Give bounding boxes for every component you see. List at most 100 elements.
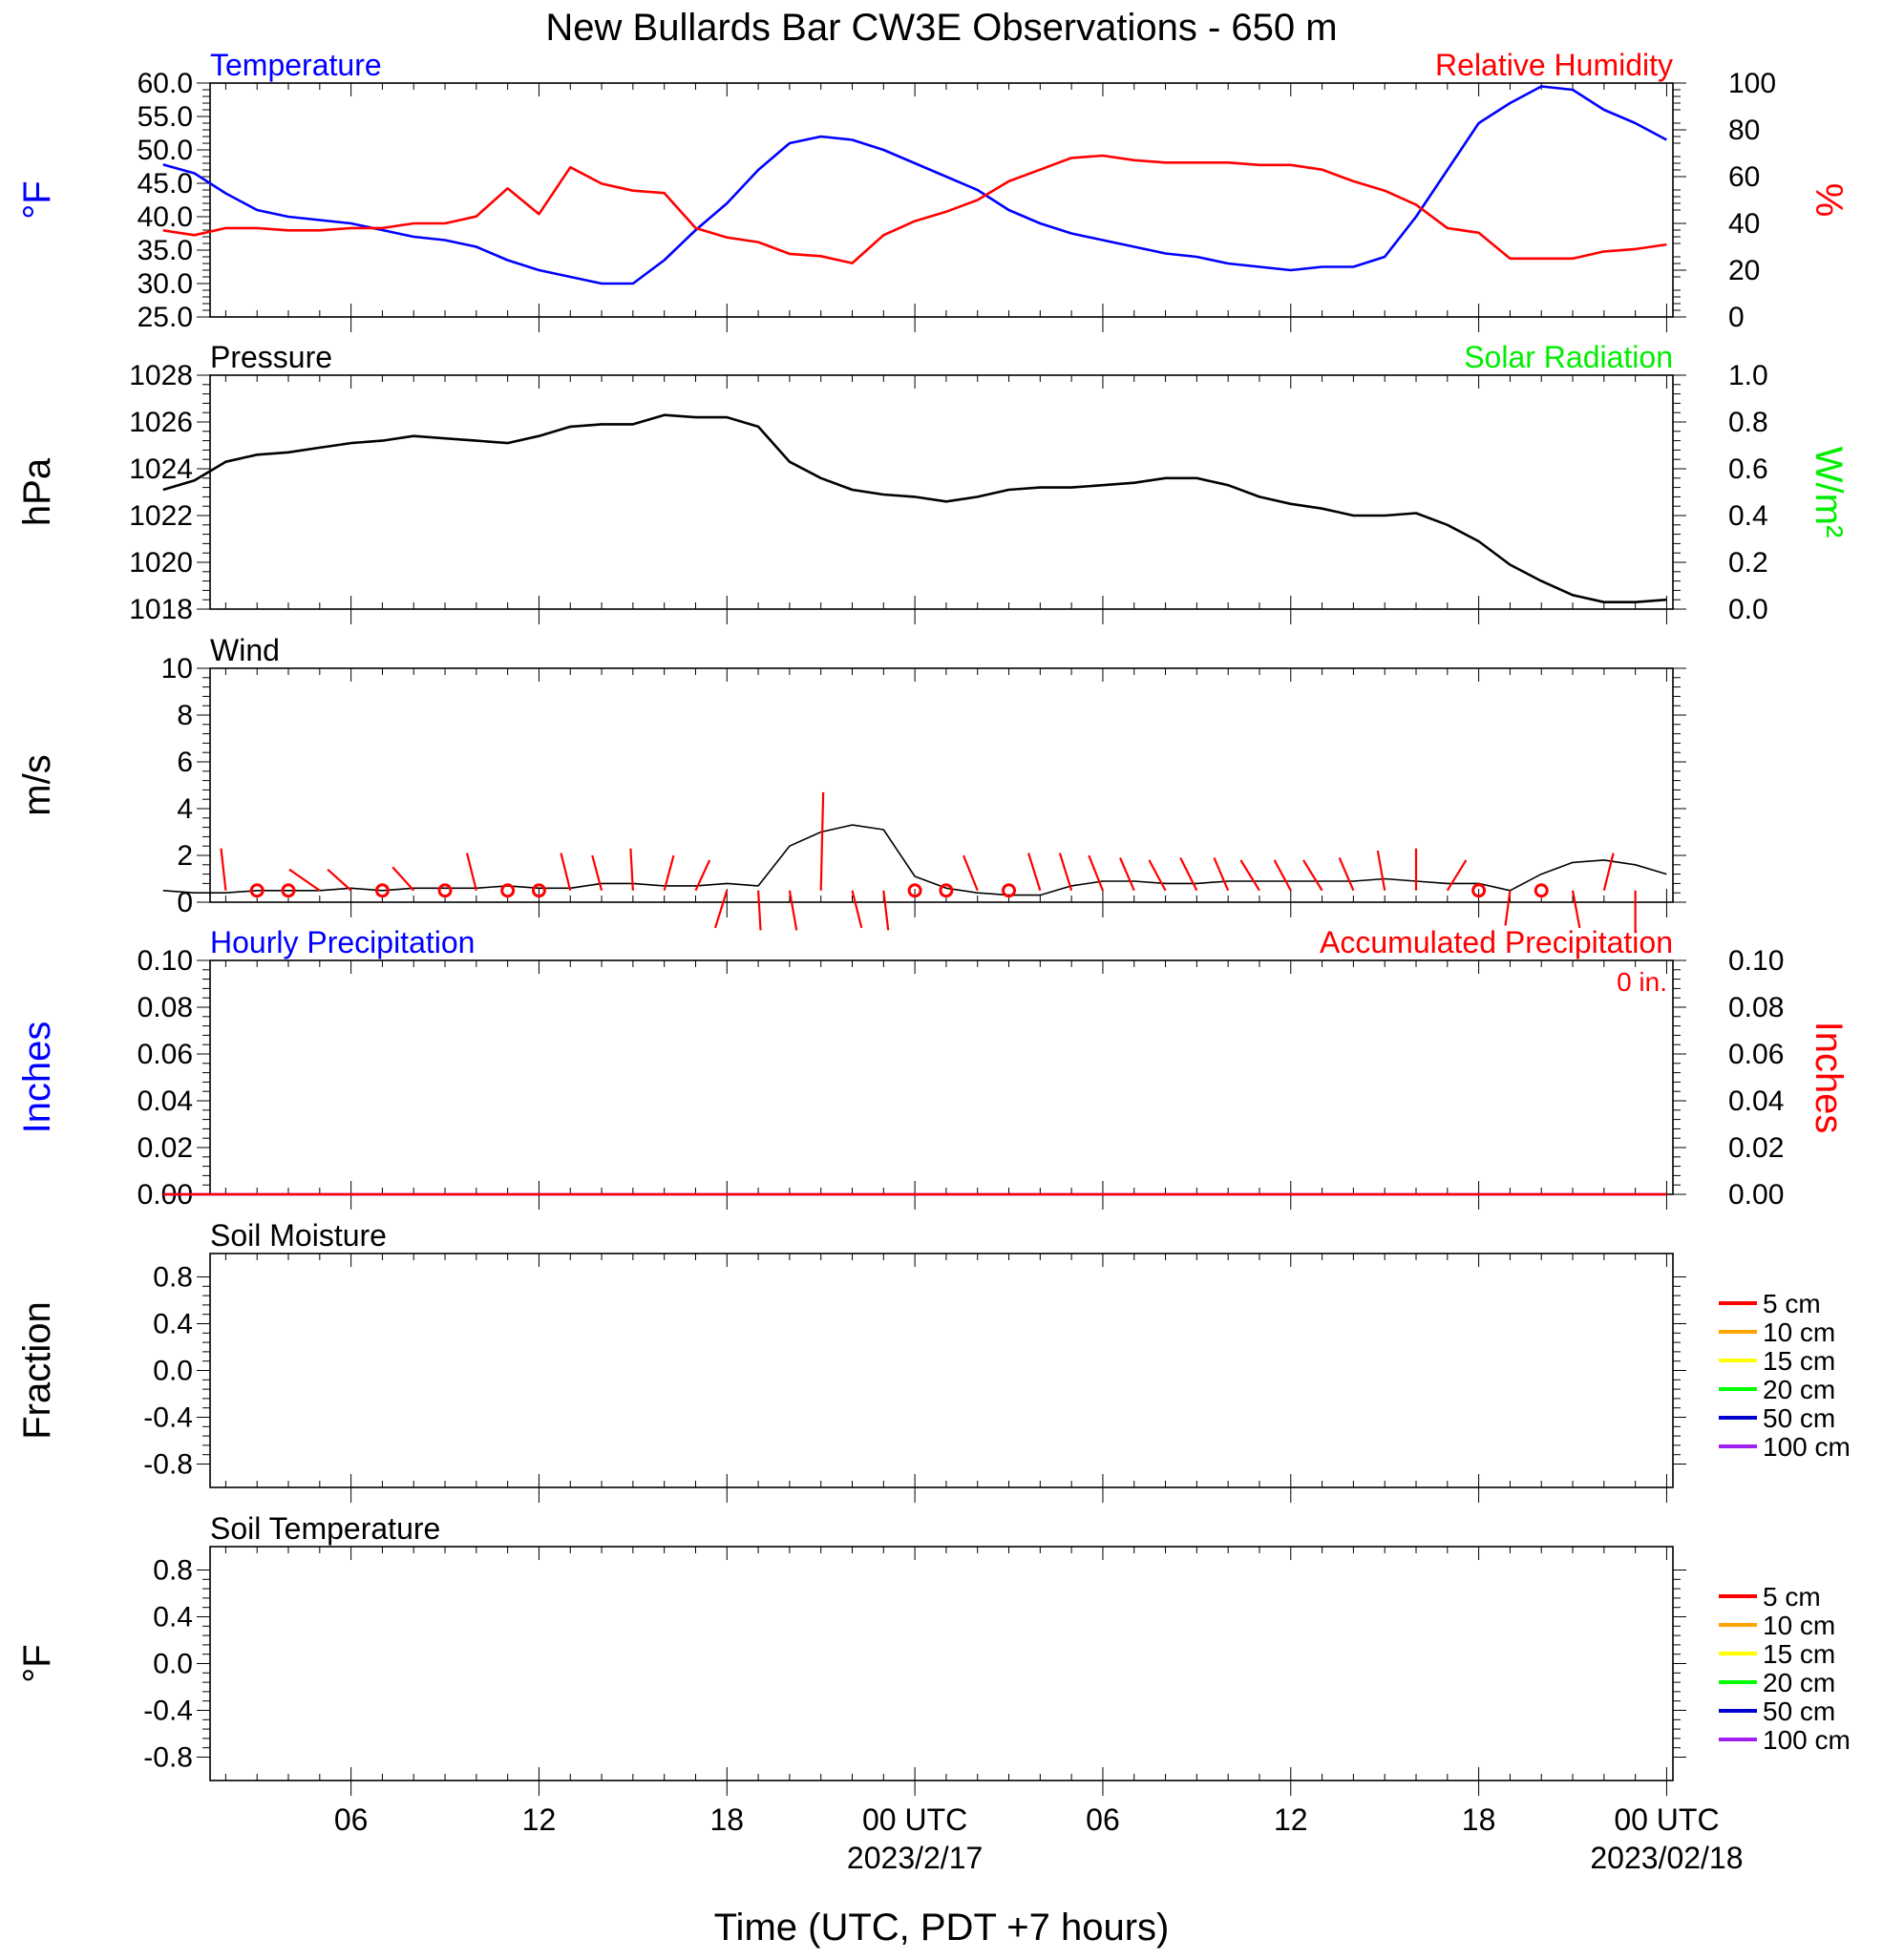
wind-barb: [694, 859, 711, 892]
calm-wind-circle: [531, 883, 546, 898]
panel-title-left: Wind: [210, 633, 280, 667]
calm-wind-circle: [1534, 883, 1549, 898]
y-axis-label: m/s: [16, 754, 58, 815]
panel-title-right: Solar Radiation: [1464, 340, 1673, 374]
y-tick-label: 30.0: [138, 268, 193, 300]
y-tick-label: -0.8: [143, 1742, 193, 1774]
y-right-tick-label: 0.0: [1728, 594, 1768, 625]
y-tick-label: 1020: [129, 547, 193, 579]
y-right-tick-label: 0.8: [1728, 407, 1768, 438]
wind-barb: [1239, 859, 1260, 892]
wind-barb: [819, 791, 825, 891]
y-right-tick-label: 0.06: [1728, 1039, 1784, 1070]
y-tick-label: 0.0: [153, 1356, 193, 1387]
y-tick-label: 0.4: [153, 1602, 193, 1633]
panel-title-left: Temperature: [210, 48, 382, 82]
plot-frame: [209, 1253, 1674, 1488]
series-line: [162, 413, 1667, 604]
x-tick-label: 18: [709, 1802, 744, 1837]
panel-title-left: Hourly Precipitation: [210, 925, 475, 959]
wind-barb: [1602, 853, 1615, 892]
y-tick-label: 0.0: [153, 1649, 193, 1680]
wind-barb: [1119, 857, 1135, 892]
calm-wind-circle: [500, 883, 516, 898]
y-axis-label: °F: [16, 1644, 58, 1682]
wind-barb: [963, 854, 979, 892]
plot-frame: [209, 374, 1674, 610]
plot-frame: [209, 667, 1674, 903]
y-right-tick-label: 1.0: [1728, 360, 1768, 391]
legend-label: 100 cm: [1763, 1725, 1851, 1755]
figure-title: New Bullards Bar CW3E Observations - 650…: [545, 7, 1337, 49]
legend-label: 20 cm: [1763, 1668, 1835, 1697]
y-tick-label: 40.0: [138, 201, 193, 233]
wind-barb: [220, 848, 227, 891]
legend-label: 10 cm: [1763, 1611, 1835, 1640]
y-axis-label: °F: [16, 180, 58, 219]
series-line: [162, 85, 1668, 285]
x-tick-label: 00 UTC: [1614, 1802, 1719, 1837]
y-tick-label: 50.0: [138, 135, 193, 166]
y-right-tick-label: 0.10: [1728, 945, 1784, 977]
legend-label: 15 cm: [1763, 1639, 1835, 1669]
y-right-tick-label: 100: [1728, 68, 1776, 99]
wind-barb: [560, 853, 572, 892]
legend-label: 100 cm: [1763, 1432, 1851, 1462]
x-tick-label: 12: [522, 1802, 557, 1837]
wind-barb: [1302, 859, 1323, 892]
series-line: [162, 154, 1667, 264]
y-tick-label: 1028: [129, 360, 193, 391]
wind-barb: [1504, 890, 1512, 926]
y-tick-label: 8: [177, 700, 193, 731]
x-tick-label: 18: [1462, 1802, 1496, 1837]
y-tick-label: 4: [177, 793, 193, 825]
y-tick-label: 0.8: [153, 1555, 193, 1587]
panel-title-right: Accumulated Precipitation: [1320, 925, 1673, 959]
y-tick-label: 0.8: [153, 1262, 193, 1294]
wind-barb: [1058, 853, 1073, 892]
y-right-tick-label: 80: [1728, 115, 1760, 146]
y-right-tick-label: 20: [1728, 255, 1760, 286]
wind-barb: [465, 853, 477, 892]
panels: 25.030.035.040.045.050.055.060.002040608…: [16, 48, 1851, 1875]
y-tick-label: 1026: [129, 407, 193, 438]
wind-barb: [756, 890, 762, 931]
legend-label: 5 cm: [1763, 1582, 1821, 1612]
panel-title-left: Soil Moisture: [210, 1218, 387, 1253]
wind-barb: [391, 866, 415, 892]
y-axis-label: hPa: [16, 457, 58, 526]
accumulated-total: 0 in.: [1617, 967, 1667, 997]
panel-4: 0.000.020.040.060.080.100.000.020.040.06…: [16, 925, 1850, 1211]
wind-barb: [1338, 857, 1355, 892]
panel-1: 25.030.035.040.045.050.055.060.0 0 20 40 60 8…: [16, 48, 1850, 333]
x-tick-label: 12: [1274, 1802, 1308, 1837]
y-right-tick-label: 0.6: [1728, 453, 1768, 485]
wind-barb: [1148, 859, 1167, 892]
panel-title-left: Pressure: [210, 340, 332, 374]
y-tick-label: 0.10: [138, 945, 193, 977]
y-right-tick-label: 0.2: [1728, 547, 1768, 579]
y-right-tick-label: 0.00: [1728, 1179, 1784, 1211]
y-right-tick-label: 0.08: [1728, 992, 1784, 1023]
wind-barb: [288, 868, 321, 892]
wind-barb: [327, 868, 352, 892]
y-tick-label: 0.04: [138, 1085, 193, 1117]
y-tick-label: 0: [177, 887, 193, 918]
y-axis-label: Inches: [16, 1022, 58, 1134]
legend-label: 5 cm: [1763, 1289, 1821, 1318]
wind-barb: [591, 854, 603, 892]
y-tick-label: 55.0: [138, 101, 193, 133]
wind-barb: [1273, 859, 1292, 892]
y-axis-label-right: Inches: [1808, 1022, 1850, 1134]
y-tick-label: 45.0: [138, 168, 193, 200]
legend-label: 20 cm: [1763, 1375, 1835, 1404]
calm-wind-circle: [437, 883, 453, 898]
x-tick-label: 06: [334, 1802, 369, 1837]
y-tick-label: 0.06: [138, 1039, 193, 1070]
wind-barb: [1027, 853, 1042, 892]
plot-frame: [209, 959, 1674, 1195]
x-date-label: 2023/02/18: [1590, 1841, 1743, 1875]
x-date-label: 2023/2/17: [847, 1841, 983, 1875]
